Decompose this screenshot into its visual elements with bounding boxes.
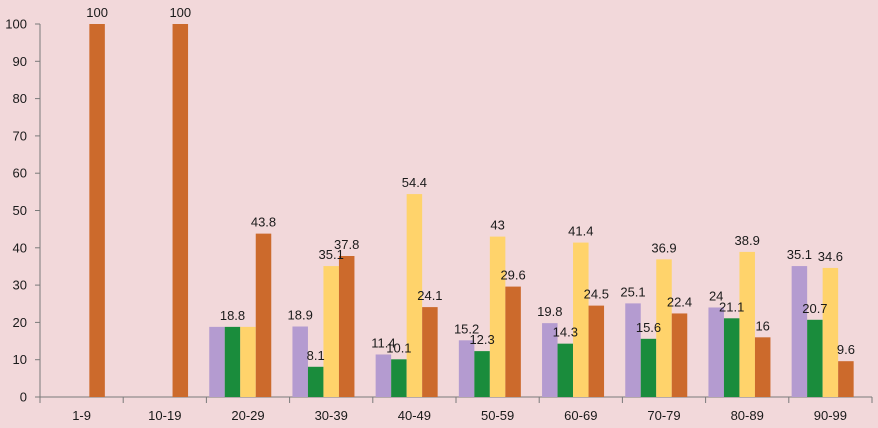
- bar: [671, 313, 688, 397]
- bar: [209, 326, 225, 397]
- bar: [474, 351, 490, 397]
- data-label: 34.6: [818, 249, 843, 264]
- x-axis: 1-9 10-19 20-29 30-39 40-49 50-59 60-69 70-79 80…: [39, 396, 873, 423]
- bar: [224, 326, 241, 397]
- bar: [588, 305, 605, 397]
- y-tick-label: 100: [5, 17, 27, 32]
- bar: [172, 24, 189, 397]
- data-label: 16: [755, 318, 769, 333]
- y-tick-label: 50: [13, 203, 27, 218]
- data-label: 43.8: [251, 215, 276, 230]
- x-tick-label: 1-9: [72, 408, 91, 423]
- data-label: 18.8: [220, 308, 245, 323]
- bar: [338, 256, 355, 397]
- data-label: 24.5: [584, 287, 609, 302]
- bar: [723, 318, 740, 397]
- data-label: 14.3: [553, 325, 578, 340]
- bar: [739, 251, 755, 397]
- data-label: 41.4: [568, 224, 593, 239]
- bar: [375, 354, 392, 397]
- data-label: 29.6: [500, 268, 525, 283]
- y-tick-label: 90: [13, 54, 27, 69]
- x-tick-label: 10-19: [148, 408, 181, 423]
- y-tick-label: 30: [13, 278, 27, 293]
- bar: [489, 236, 506, 397]
- bar: [640, 338, 657, 397]
- data-labels: 18.9 11.4 15.2 19.8 25.1 24 35.1 18.8 8.1 10.1 12.…: [86, 5, 855, 363]
- y-axis: 0 10 20 30 40 50 60 70 80 90 100: [5, 17, 41, 405]
- bar: [255, 233, 272, 397]
- x-tick-label: 80-89: [731, 408, 764, 423]
- bar: [458, 340, 475, 397]
- bar: [791, 266, 808, 397]
- bar: [307, 366, 324, 397]
- y-tick-label: 10: [13, 352, 27, 367]
- data-label: 24.1: [417, 288, 442, 303]
- data-label: 11.4: [371, 335, 395, 350]
- data-label: 100: [169, 5, 191, 20]
- data-label: 22.4: [667, 294, 692, 309]
- bar: [838, 361, 854, 397]
- y-tick-label: 0: [20, 390, 27, 405]
- data-label: 54.4: [402, 175, 427, 190]
- bar: [557, 343, 574, 397]
- bar: [708, 307, 724, 397]
- data-label: 19.8: [537, 304, 562, 319]
- data-label: 24: [709, 288, 723, 303]
- y-tick-label: 60: [13, 166, 27, 181]
- data-label: 35.1: [319, 247, 344, 262]
- bar: [625, 303, 641, 397]
- data-label: 37.8: [334, 237, 359, 252]
- bar: [656, 259, 672, 397]
- bar: [754, 337, 771, 397]
- y-tick-label: 40: [13, 240, 27, 255]
- bar: [323, 266, 339, 397]
- y-tick-label: 80: [13, 91, 27, 106]
- bar: [505, 286, 521, 397]
- bar: [822, 267, 839, 397]
- data-label: 21.1: [719, 299, 744, 314]
- data-label: 100: [86, 5, 108, 20]
- data-label: 15.2: [454, 321, 479, 336]
- x-tick-label: 20-29: [231, 408, 264, 423]
- y-tick-label: 70: [13, 128, 27, 143]
- data-label: 8.1: [307, 348, 325, 363]
- bar: [542, 323, 558, 397]
- bars: [89, 24, 854, 397]
- data-label: 15.6: [636, 320, 661, 335]
- bar: [292, 326, 308, 397]
- bar: [240, 326, 256, 397]
- x-tick-label: 70-79: [647, 408, 680, 423]
- bar: [89, 24, 105, 397]
- bar: [406, 194, 423, 397]
- x-tick-label: 40-49: [398, 408, 431, 423]
- data-label: 20.7: [802, 301, 827, 316]
- bar: [422, 307, 438, 397]
- data-label: 18.9: [288, 308, 313, 323]
- data-label: 43: [490, 218, 504, 233]
- bar: [391, 359, 407, 397]
- data-label: 10.1: [386, 340, 411, 355]
- x-tick-label: 60-69: [564, 408, 597, 423]
- data-label: 36.9: [651, 240, 676, 255]
- y-tick-label: 20: [13, 315, 27, 330]
- data-label: 35.1: [787, 247, 812, 262]
- bar: [807, 319, 823, 397]
- bar: [573, 242, 589, 397]
- x-tick-label: 50-59: [481, 408, 514, 423]
- data-label: 25.1: [620, 284, 645, 299]
- data-label: 38.9: [735, 233, 760, 248]
- x-tick-label: 30-39: [315, 408, 348, 423]
- data-label: 9.6: [837, 342, 855, 357]
- x-tick-label: 90-99: [814, 408, 847, 423]
- data-label: 12.3: [469, 332, 494, 347]
